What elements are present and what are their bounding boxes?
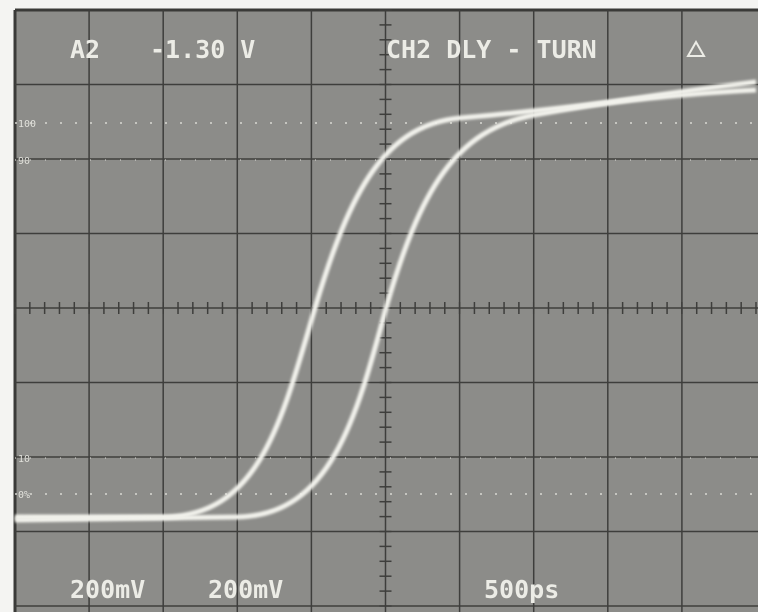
- ch2-scale: 200mV: [208, 575, 283, 604]
- oscilloscope-screen: A2 -1.30 V CH2 DLY - TURN 100 90 10 0% 2…: [0, 0, 758, 612]
- scale-label: 10: [18, 454, 30, 465]
- scale-label: 90: [18, 156, 30, 167]
- trigger-level: -1.30 V: [150, 35, 255, 64]
- scale-label: 100: [18, 119, 36, 130]
- scale-label: 0%: [18, 490, 30, 501]
- ch1-scale: 200mV: [70, 575, 145, 604]
- channel-label: A2: [70, 35, 100, 64]
- mode-label: CH2 DLY - TURN: [386, 35, 597, 64]
- timebase: 500ps: [484, 575, 559, 604]
